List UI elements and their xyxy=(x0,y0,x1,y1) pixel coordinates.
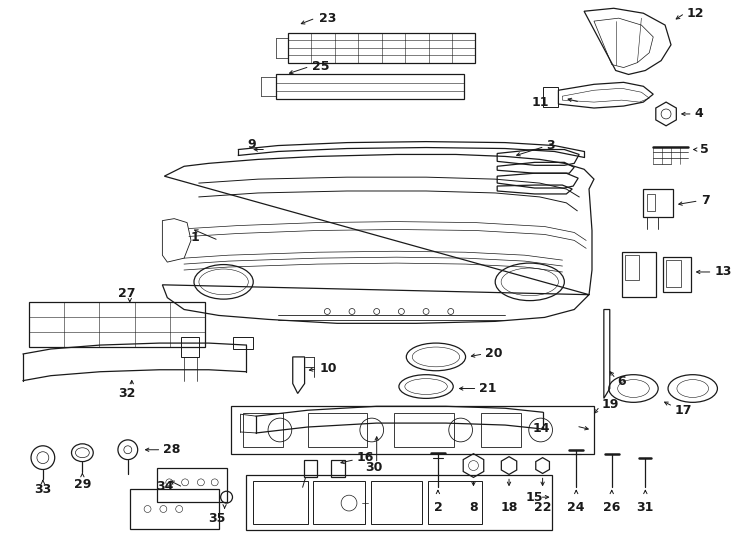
Text: 20: 20 xyxy=(485,347,503,360)
Bar xyxy=(428,481,482,524)
Bar xyxy=(253,481,308,524)
Text: 23: 23 xyxy=(319,12,337,25)
Text: 35: 35 xyxy=(208,512,225,525)
Text: 11: 11 xyxy=(532,96,550,109)
Text: 21: 21 xyxy=(479,382,497,395)
Bar xyxy=(130,489,219,529)
Text: 12: 12 xyxy=(687,6,705,20)
Text: 18: 18 xyxy=(501,501,517,514)
Text: 19: 19 xyxy=(602,398,619,411)
Text: 29: 29 xyxy=(73,478,91,491)
Bar xyxy=(482,413,521,447)
Text: 13: 13 xyxy=(714,266,732,279)
Bar xyxy=(29,302,205,347)
Text: 34: 34 xyxy=(156,480,173,493)
Text: 26: 26 xyxy=(603,501,620,514)
Text: 24: 24 xyxy=(567,501,585,514)
Text: 9: 9 xyxy=(247,138,256,151)
Text: 8: 8 xyxy=(469,501,478,514)
Text: 17: 17 xyxy=(675,404,692,417)
Text: 31: 31 xyxy=(636,501,654,514)
Text: 28: 28 xyxy=(164,443,181,456)
Text: 2: 2 xyxy=(434,501,443,514)
Bar xyxy=(288,33,476,63)
Text: 16: 16 xyxy=(357,451,374,464)
Text: 22: 22 xyxy=(534,501,551,514)
Bar xyxy=(230,406,594,454)
Text: 5: 5 xyxy=(700,143,708,156)
Text: 32: 32 xyxy=(118,387,135,400)
Bar xyxy=(371,481,422,524)
Text: 27: 27 xyxy=(118,287,136,300)
Text: 3: 3 xyxy=(547,139,555,152)
Text: 25: 25 xyxy=(313,60,330,73)
Text: 15: 15 xyxy=(525,491,542,504)
Bar xyxy=(247,475,553,530)
Text: 30: 30 xyxy=(365,461,382,474)
Text: 14: 14 xyxy=(533,422,550,435)
Text: 6: 6 xyxy=(618,375,626,388)
Bar xyxy=(244,413,283,447)
Text: 33: 33 xyxy=(34,483,51,496)
Bar xyxy=(394,413,454,447)
Text: 7: 7 xyxy=(701,194,709,207)
Bar xyxy=(308,413,367,447)
Bar xyxy=(313,481,365,524)
Bar xyxy=(157,468,227,502)
Text: 1: 1 xyxy=(190,231,199,244)
Text: 4: 4 xyxy=(694,107,703,120)
Bar xyxy=(276,75,464,99)
Text: 10: 10 xyxy=(319,362,337,375)
